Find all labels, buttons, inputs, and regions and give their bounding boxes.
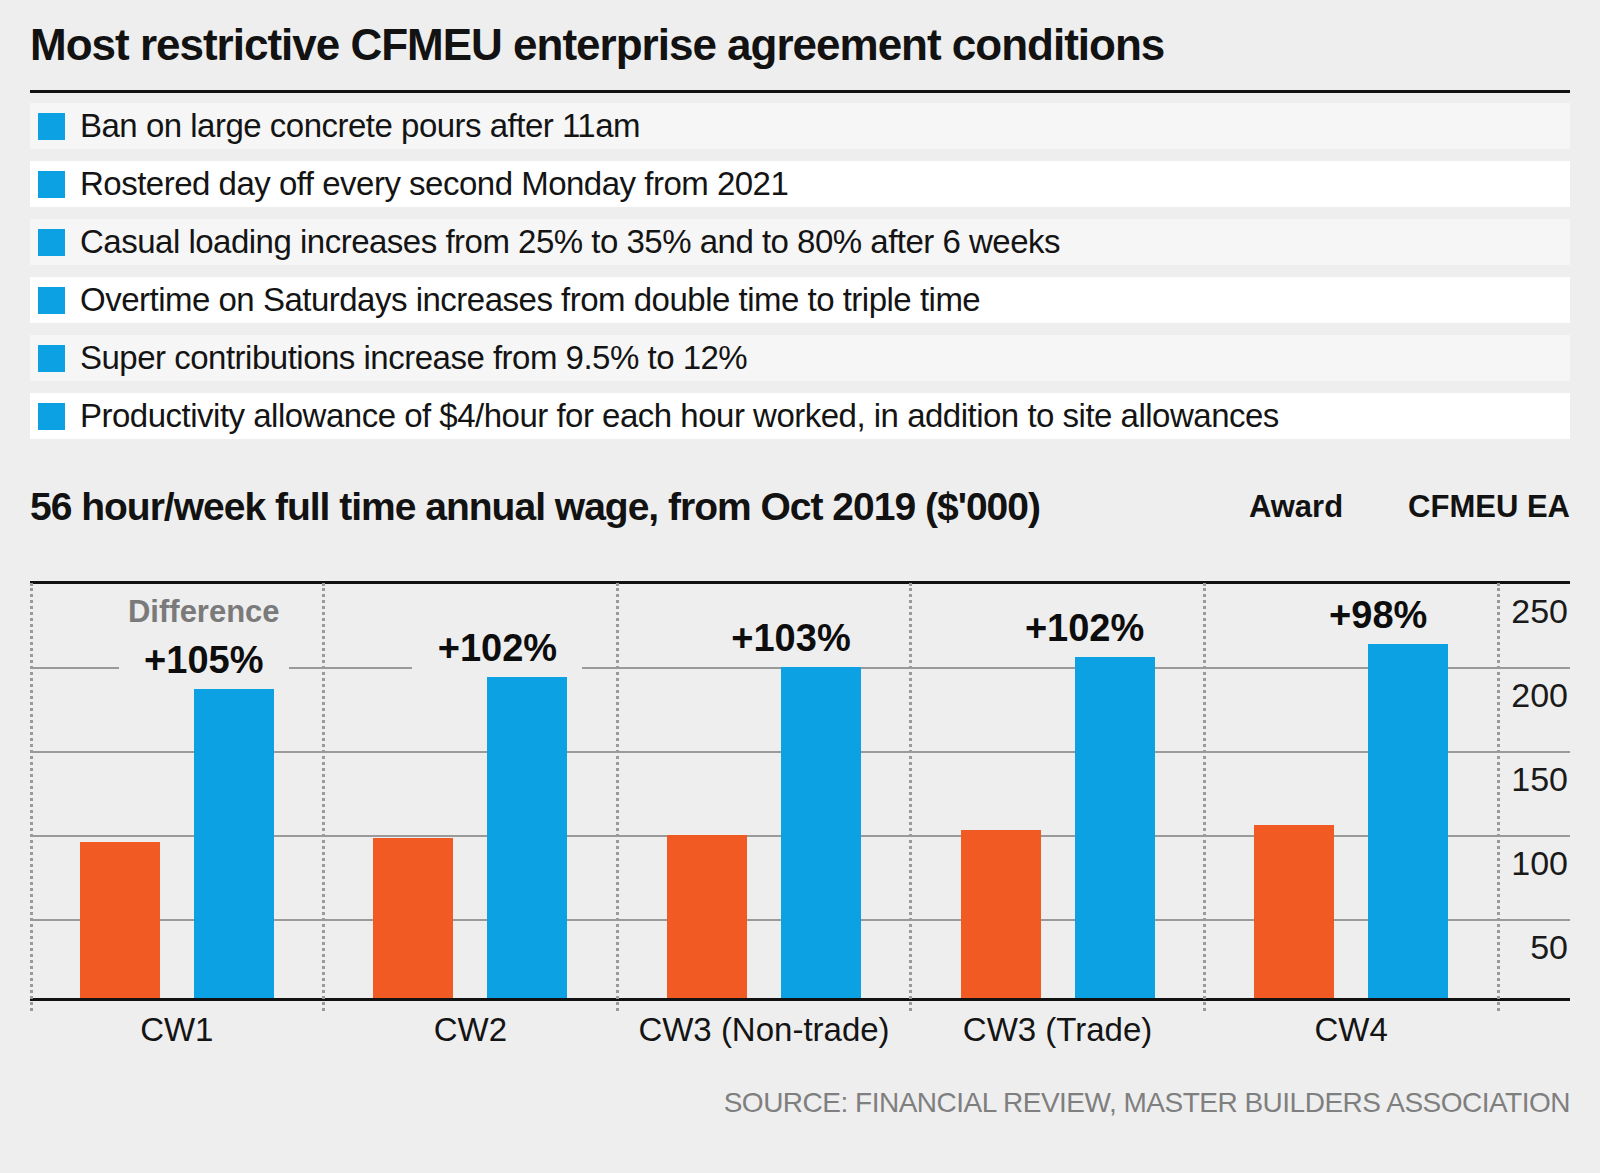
square-bullet-icon <box>38 229 65 256</box>
chart-legend: Award CFMEU EA <box>1210 489 1570 525</box>
y-tick-label: 150 <box>1478 760 1568 799</box>
square-bullet-icon <box>38 287 65 314</box>
chart-header: 56 hour/week full time annual wage, from… <box>30 485 1570 529</box>
condition-text: Casual loading increases from 25% to 35%… <box>80 223 1060 261</box>
difference-label: +105% <box>119 639 289 681</box>
condition-row: Overtime on Saturdays increases from dou… <box>30 277 1570 323</box>
y-tick-label: 200 <box>1478 676 1568 715</box>
condition-row: Casual loading increases from 25% to 35%… <box>30 219 1570 265</box>
difference-label: +98% <box>1293 594 1463 636</box>
category-label: CW3 (Trade) <box>908 1011 1208 1049</box>
difference-label: +102% <box>412 627 582 669</box>
condition-row: Super contributions increase from 9.5% t… <box>30 335 1570 381</box>
condition-text: Ban on large concrete pours after 11am <box>80 107 640 145</box>
category-axis: CW1CW2CW3 (Non-trade)CW3 (Trade)CW4 <box>30 1001 1570 1049</box>
title-divider <box>30 90 1570 93</box>
infographic-page: Most restrictive CFMEU enterprise agreem… <box>0 0 1600 1173</box>
category-label: CW2 <box>320 1011 620 1049</box>
cfmeu-ea-legend-swatch-icon <box>1369 494 1395 520</box>
source-attribution: SOURCE: FINANCIAL REVIEW, MASTER BUILDER… <box>30 1087 1570 1119</box>
award-legend-label: Award <box>1249 489 1343 525</box>
category-separator <box>30 583 33 1011</box>
square-bullet-icon <box>38 113 65 140</box>
square-bullet-icon <box>38 345 65 372</box>
condition-row: Ban on large concrete pours after 11am <box>30 103 1570 149</box>
cfmeu-ea-bar <box>1075 657 1155 998</box>
condition-text: Productivity allowance of $4/hour for ea… <box>80 397 1279 435</box>
award-legend-swatch-icon <box>1210 494 1236 520</box>
condition-text: Overtime on Saturdays increases from dou… <box>80 281 980 319</box>
difference-label: +103% <box>706 617 876 659</box>
wage-bar-chart: 250 200 150 100 50 +105% Difference +102% +103% +… <box>30 581 1570 1001</box>
award-bar <box>373 838 453 998</box>
award-bar <box>80 842 160 998</box>
category-separator <box>909 583 912 1011</box>
chart-title: 56 hour/week full time annual wage, from… <box>30 485 1040 529</box>
difference-label: +102% <box>1000 607 1170 649</box>
category-separator <box>616 583 619 1011</box>
award-bar <box>961 830 1041 998</box>
y-tick-label: 100 <box>1478 844 1568 883</box>
condition-text: Rostered day off every second Monday fro… <box>80 165 788 203</box>
page-title: Most restrictive CFMEU enterprise agreem… <box>30 0 1570 70</box>
y-tick-label: 50 <box>1478 928 1568 967</box>
cfmeu-ea-bar <box>1368 644 1448 998</box>
difference-title: Difference <box>74 596 334 627</box>
condition-row: Productivity allowance of $4/hour for ea… <box>30 393 1570 439</box>
cfmeu-ea-bar <box>194 689 274 998</box>
category-label: CW1 <box>27 1011 327 1049</box>
category-label: CW3 (Non-trade) <box>614 1011 914 1049</box>
cfmeu-ea-bar <box>487 677 567 998</box>
square-bullet-icon <box>38 403 65 430</box>
cfmeu-ea-legend-label: CFMEU EA <box>1408 489 1570 525</box>
award-bar <box>1254 825 1334 998</box>
square-bullet-icon <box>38 171 65 198</box>
condition-row: Rostered day off every second Monday fro… <box>30 161 1570 207</box>
category-separator <box>1203 583 1206 1011</box>
condition-text: Super contributions increase from 9.5% t… <box>80 339 747 377</box>
category-label: CW4 <box>1201 1011 1501 1049</box>
award-bar <box>667 835 747 998</box>
cfmeu-ea-bar <box>781 667 861 998</box>
category-separator <box>322 583 325 1011</box>
conditions-list: Ban on large concrete pours after 11am R… <box>30 103 1570 439</box>
y-tick-label: 250 <box>1478 592 1568 631</box>
